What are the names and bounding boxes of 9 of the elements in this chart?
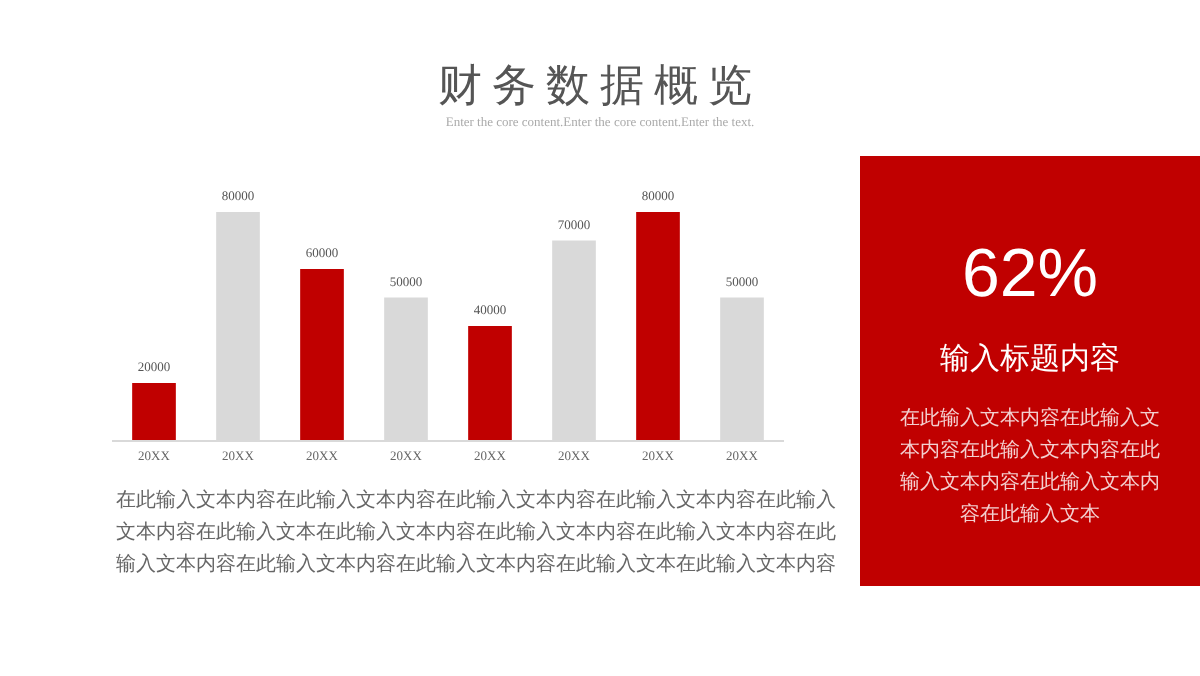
text: 在此输入文本内容在此输入文本内容在此输入文本内容在此输入文本内容在此输入文本内容在此输入文本在此输入文本内容在此输入文本内容在此输入文本内容在此输入文本内容在此输入文本内容在此输入文本内容在此输入文本在此输入文本内容 [116,487,838,580]
text: 62% [959,236,1101,314]
chart-title: 财务数据概览 [436,58,764,114]
bar [132,383,176,440]
bar [468,326,512,440]
bar [636,212,680,440]
text: 输入标题内容 [938,340,1122,378]
bar [300,269,344,440]
text: 在此输入文本内容在此输入文本内容在此输入文本内容在此输入文本内容在此输入文本内容在此输入文本 [898,405,1162,530]
